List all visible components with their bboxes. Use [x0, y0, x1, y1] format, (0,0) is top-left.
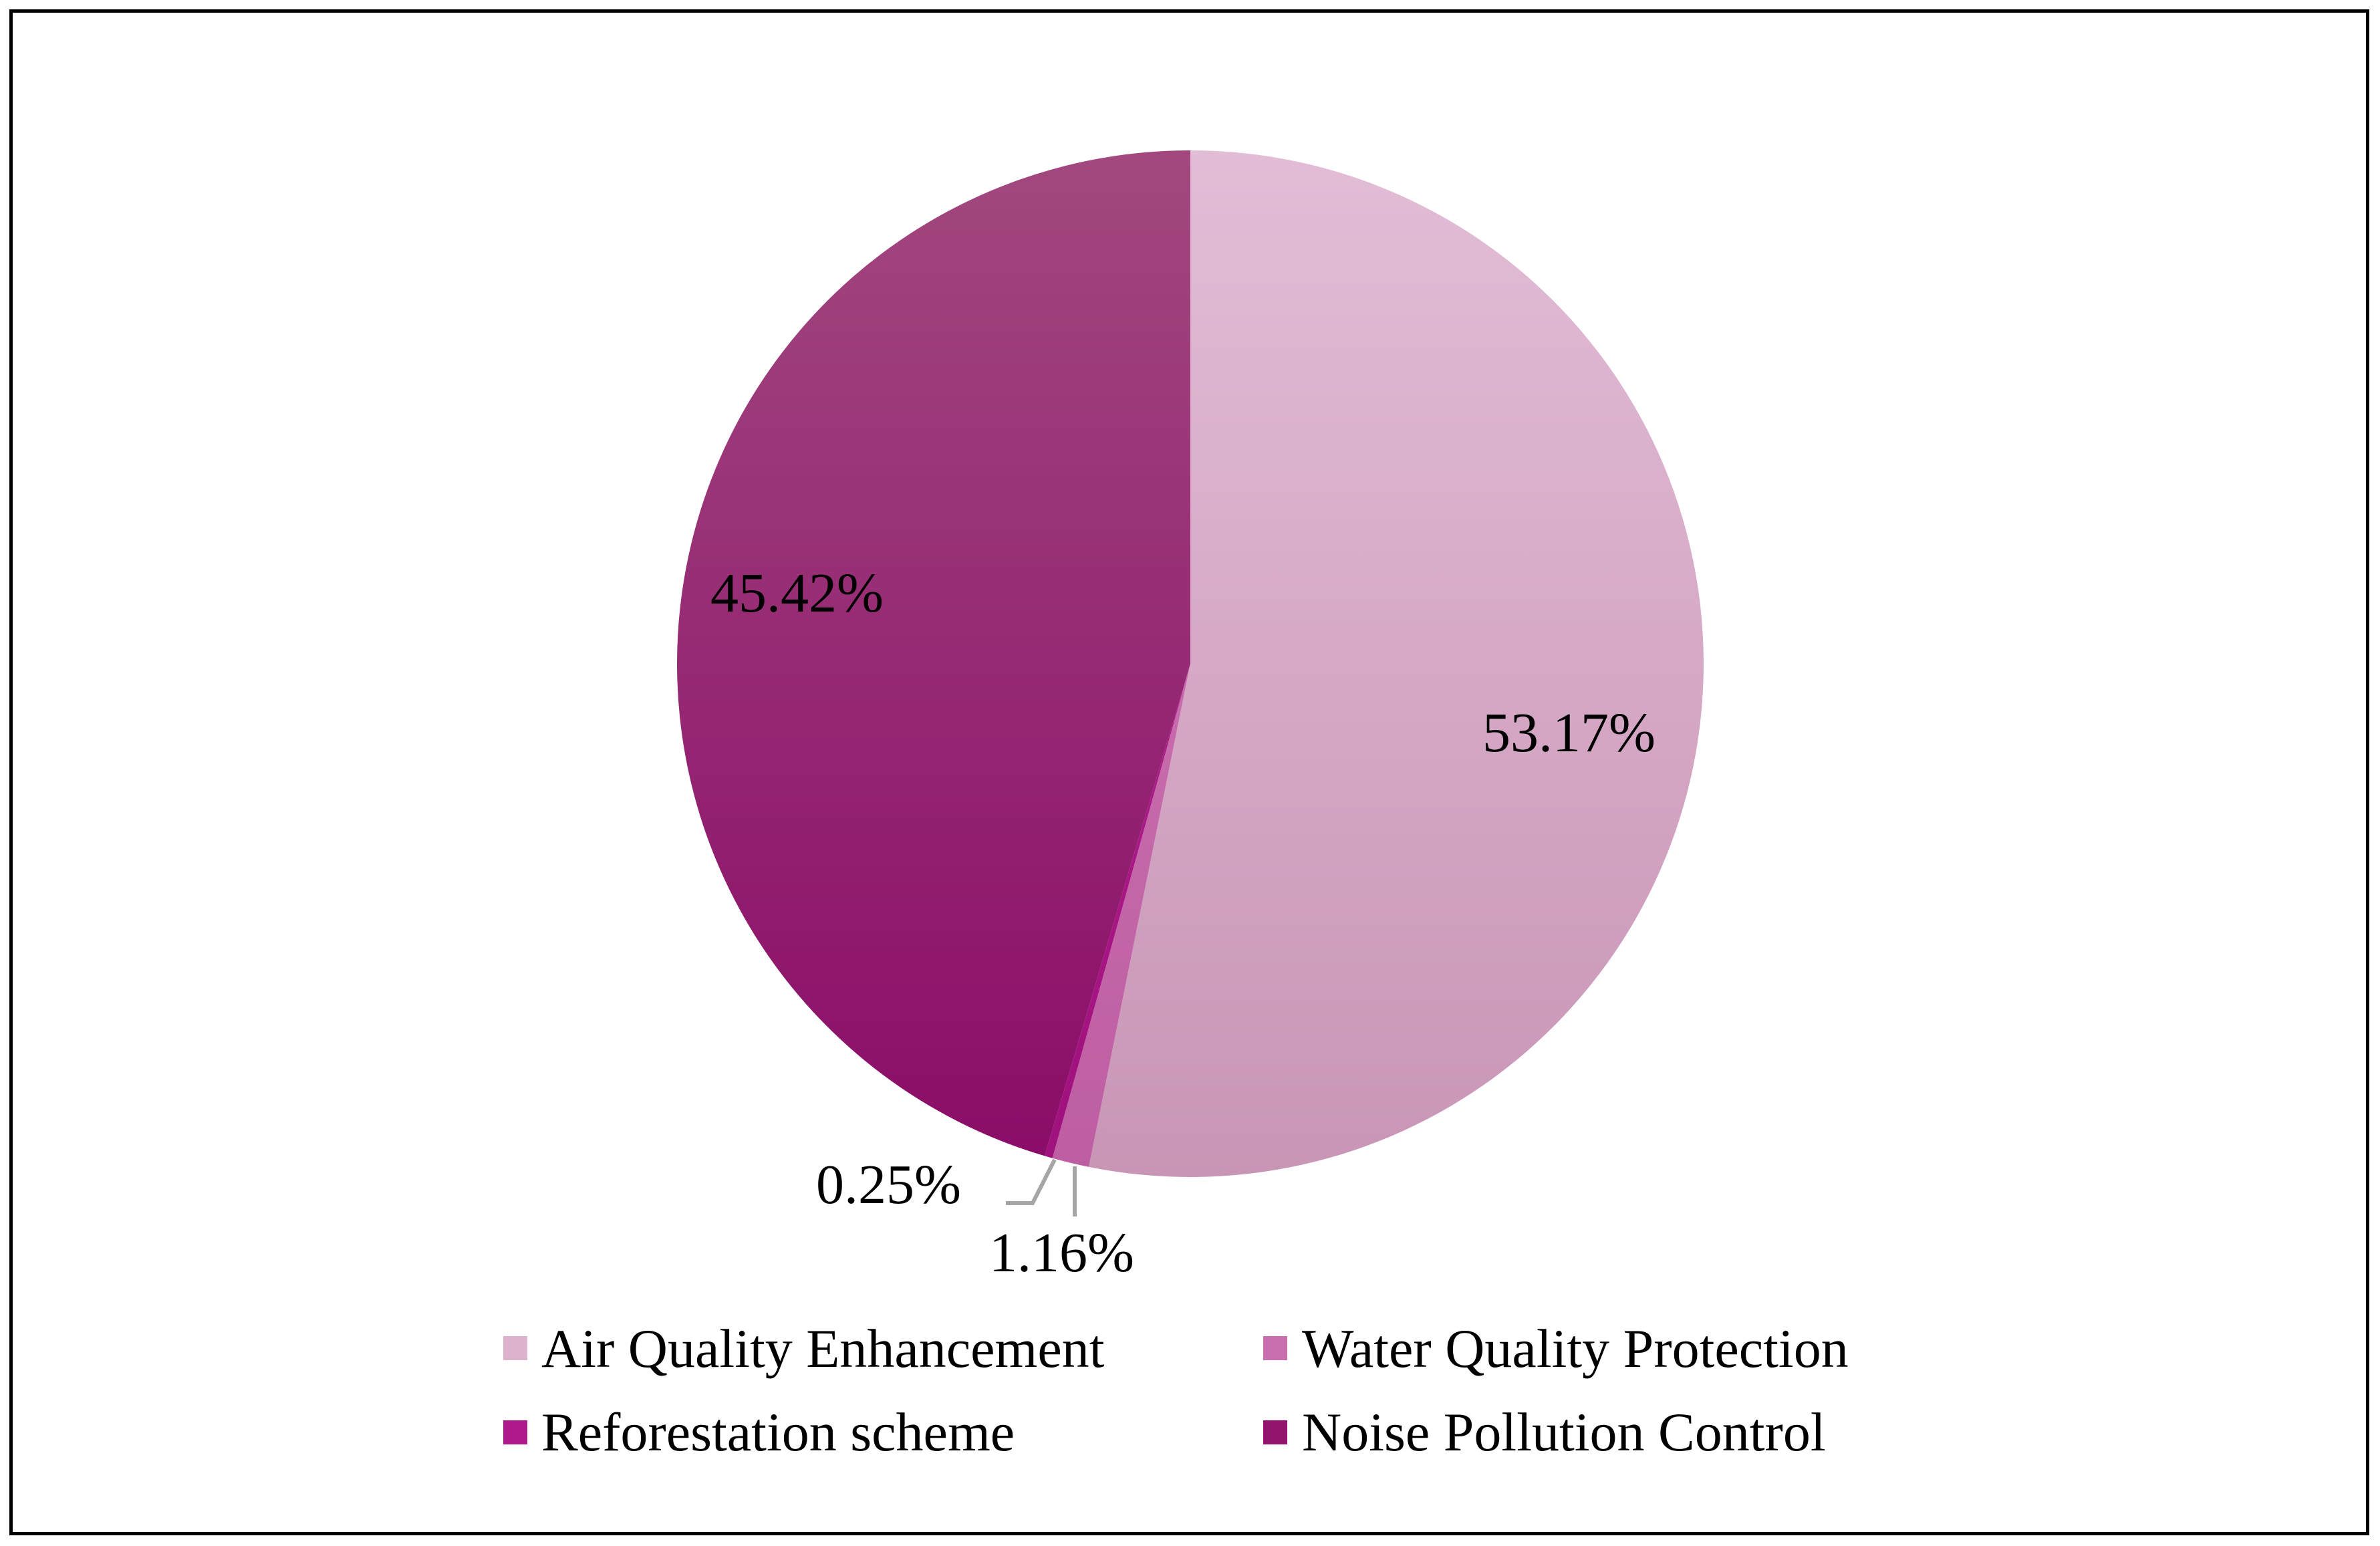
leader-line-reforestation: [1006, 1158, 1057, 1205]
legend-swatch-air-quality: [503, 1336, 527, 1360]
legend-label-noise-pollution: Noise Pollution Control: [1302, 1402, 1826, 1462]
data-label-reforestation: 0.25%: [816, 1154, 961, 1216]
legend-swatch-noise-pollution: [1263, 1420, 1287, 1444]
data-label-noise-pollution: 45.42%: [710, 562, 884, 624]
legend-label-water-quality: Water Quality Protection: [1302, 1318, 1849, 1379]
slice-reforestation: [1045, 664, 1190, 1158]
pie-slices: [676, 150, 1704, 1177]
legend-label-reforestation: Reforestation scheme: [541, 1402, 1015, 1462]
slice-noise-pollution: [676, 150, 1190, 1156]
data-label-air-quality: 53.17%: [1482, 702, 1656, 764]
legend-label-air-quality: Air Quality Enhancement: [541, 1318, 1105, 1379]
legend: Air Quality Enhancement Water Quality Pr…: [503, 1318, 1849, 1462]
data-label-water-quality: 1.16%: [989, 1222, 1134, 1284]
slice-water-quality: [1052, 664, 1190, 1167]
legend-swatch-water-quality: [1263, 1336, 1287, 1360]
slice-air-quality: [1089, 150, 1704, 1177]
legend-swatch-reforestation: [503, 1420, 527, 1444]
